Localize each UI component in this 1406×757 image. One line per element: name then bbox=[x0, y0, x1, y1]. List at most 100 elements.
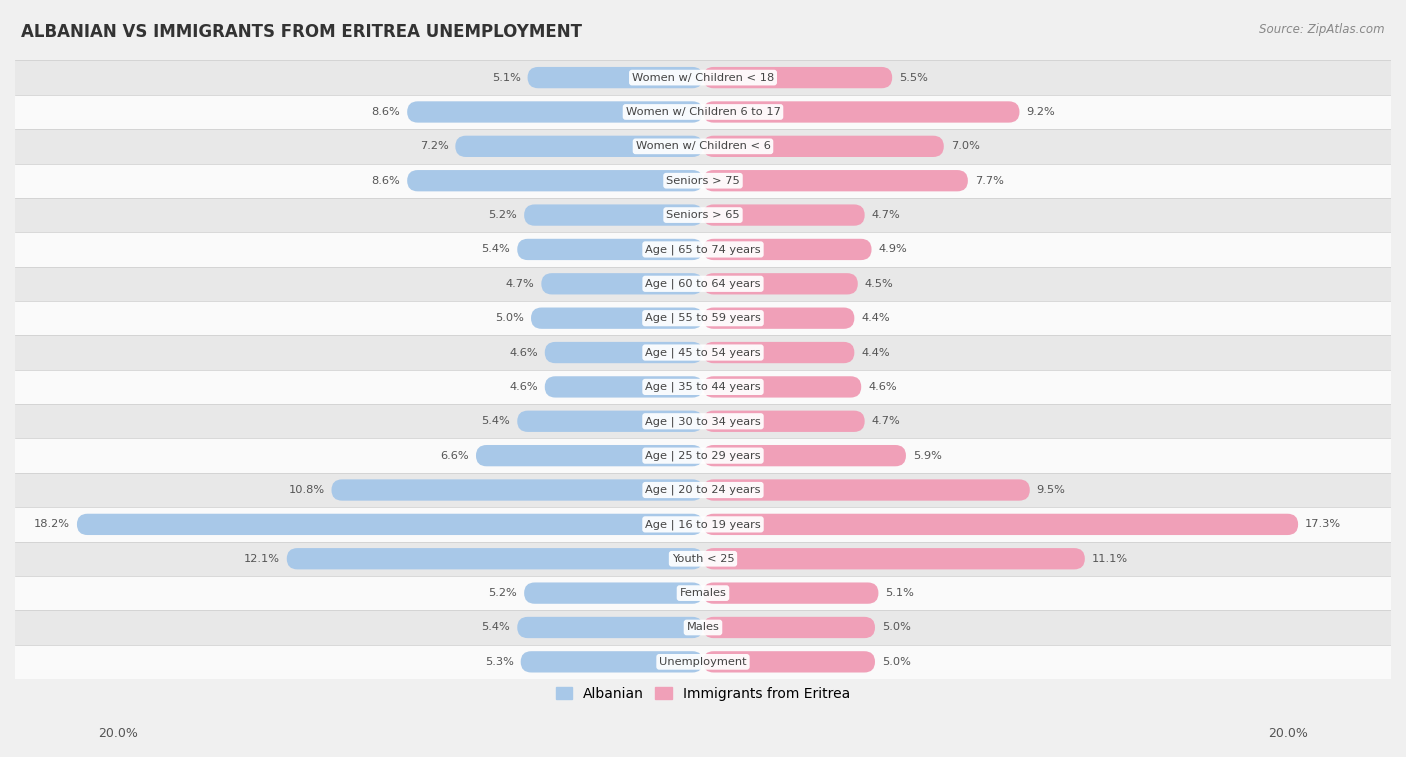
Text: 17.3%: 17.3% bbox=[1305, 519, 1341, 529]
FancyBboxPatch shape bbox=[477, 445, 703, 466]
Text: 5.4%: 5.4% bbox=[482, 245, 510, 254]
FancyBboxPatch shape bbox=[703, 342, 855, 363]
Text: 8.6%: 8.6% bbox=[371, 176, 401, 185]
Legend: Albanian, Immigrants from Eritrea: Albanian, Immigrants from Eritrea bbox=[550, 681, 856, 706]
Text: Age | 65 to 74 years: Age | 65 to 74 years bbox=[645, 245, 761, 254]
FancyBboxPatch shape bbox=[544, 376, 703, 397]
Text: Seniors > 65: Seniors > 65 bbox=[666, 210, 740, 220]
Text: Age | 30 to 34 years: Age | 30 to 34 years bbox=[645, 416, 761, 426]
Bar bbox=[15, 301, 1391, 335]
Text: Unemployment: Unemployment bbox=[659, 657, 747, 667]
FancyBboxPatch shape bbox=[408, 170, 703, 192]
Text: 5.5%: 5.5% bbox=[898, 73, 928, 83]
Text: 5.4%: 5.4% bbox=[482, 622, 510, 633]
FancyBboxPatch shape bbox=[541, 273, 703, 294]
Text: Women w/ Children < 18: Women w/ Children < 18 bbox=[631, 73, 775, 83]
Text: 4.7%: 4.7% bbox=[872, 416, 900, 426]
FancyBboxPatch shape bbox=[703, 582, 879, 604]
Bar bbox=[15, 507, 1391, 541]
Text: 5.1%: 5.1% bbox=[492, 73, 520, 83]
Text: 4.4%: 4.4% bbox=[862, 313, 890, 323]
FancyBboxPatch shape bbox=[703, 376, 862, 397]
Bar bbox=[15, 335, 1391, 369]
Text: 4.5%: 4.5% bbox=[865, 279, 893, 289]
Text: 4.7%: 4.7% bbox=[506, 279, 534, 289]
Text: 5.1%: 5.1% bbox=[886, 588, 914, 598]
FancyBboxPatch shape bbox=[703, 617, 875, 638]
Text: 7.2%: 7.2% bbox=[419, 142, 449, 151]
FancyBboxPatch shape bbox=[527, 67, 703, 89]
Text: Age | 35 to 44 years: Age | 35 to 44 years bbox=[645, 382, 761, 392]
Text: 12.1%: 12.1% bbox=[243, 554, 280, 564]
FancyBboxPatch shape bbox=[524, 582, 703, 604]
Text: 7.0%: 7.0% bbox=[950, 142, 980, 151]
Text: ALBANIAN VS IMMIGRANTS FROM ERITREA UNEMPLOYMENT: ALBANIAN VS IMMIGRANTS FROM ERITREA UNEM… bbox=[21, 23, 582, 41]
FancyBboxPatch shape bbox=[517, 238, 703, 260]
Text: 11.1%: 11.1% bbox=[1091, 554, 1128, 564]
FancyBboxPatch shape bbox=[703, 548, 1085, 569]
FancyBboxPatch shape bbox=[77, 514, 703, 535]
Text: Age | 55 to 59 years: Age | 55 to 59 years bbox=[645, 313, 761, 323]
Text: 20.0%: 20.0% bbox=[98, 727, 138, 740]
Text: 4.6%: 4.6% bbox=[868, 382, 897, 392]
Text: 5.3%: 5.3% bbox=[485, 657, 513, 667]
FancyBboxPatch shape bbox=[703, 307, 855, 329]
Bar bbox=[15, 404, 1391, 438]
Text: 4.4%: 4.4% bbox=[862, 347, 890, 357]
Text: Males: Males bbox=[686, 622, 720, 633]
Text: Age | 20 to 24 years: Age | 20 to 24 years bbox=[645, 484, 761, 495]
FancyBboxPatch shape bbox=[520, 651, 703, 672]
Text: 4.6%: 4.6% bbox=[509, 347, 538, 357]
Text: Women w/ Children 6 to 17: Women w/ Children 6 to 17 bbox=[626, 107, 780, 117]
Text: 4.9%: 4.9% bbox=[879, 245, 907, 254]
Text: 5.4%: 5.4% bbox=[482, 416, 510, 426]
Bar bbox=[15, 95, 1391, 129]
Text: Age | 60 to 64 years: Age | 60 to 64 years bbox=[645, 279, 761, 289]
Text: 5.2%: 5.2% bbox=[488, 210, 517, 220]
FancyBboxPatch shape bbox=[703, 651, 875, 672]
FancyBboxPatch shape bbox=[703, 514, 1298, 535]
Text: 5.0%: 5.0% bbox=[495, 313, 524, 323]
FancyBboxPatch shape bbox=[517, 410, 703, 432]
Text: Seniors > 75: Seniors > 75 bbox=[666, 176, 740, 185]
Text: 5.0%: 5.0% bbox=[882, 622, 911, 633]
Text: Age | 16 to 19 years: Age | 16 to 19 years bbox=[645, 519, 761, 530]
Bar bbox=[15, 266, 1391, 301]
FancyBboxPatch shape bbox=[703, 479, 1029, 500]
FancyBboxPatch shape bbox=[703, 238, 872, 260]
Text: Youth < 25: Youth < 25 bbox=[672, 554, 734, 564]
FancyBboxPatch shape bbox=[517, 617, 703, 638]
Text: Source: ZipAtlas.com: Source: ZipAtlas.com bbox=[1260, 23, 1385, 36]
Bar bbox=[15, 645, 1391, 679]
FancyBboxPatch shape bbox=[332, 479, 703, 500]
Text: 4.7%: 4.7% bbox=[872, 210, 900, 220]
FancyBboxPatch shape bbox=[408, 101, 703, 123]
Text: 5.0%: 5.0% bbox=[882, 657, 911, 667]
FancyBboxPatch shape bbox=[703, 273, 858, 294]
Text: 10.8%: 10.8% bbox=[288, 485, 325, 495]
Bar bbox=[15, 232, 1391, 266]
FancyBboxPatch shape bbox=[703, 445, 905, 466]
Text: 7.7%: 7.7% bbox=[974, 176, 1004, 185]
FancyBboxPatch shape bbox=[703, 204, 865, 226]
FancyBboxPatch shape bbox=[703, 410, 865, 432]
Text: 20.0%: 20.0% bbox=[1268, 727, 1308, 740]
Text: Age | 25 to 29 years: Age | 25 to 29 years bbox=[645, 450, 761, 461]
Text: 9.5%: 9.5% bbox=[1036, 485, 1066, 495]
Text: 18.2%: 18.2% bbox=[34, 519, 70, 529]
FancyBboxPatch shape bbox=[703, 136, 943, 157]
Text: Women w/ Children < 6: Women w/ Children < 6 bbox=[636, 142, 770, 151]
Bar bbox=[15, 369, 1391, 404]
FancyBboxPatch shape bbox=[703, 170, 967, 192]
Bar bbox=[15, 541, 1391, 576]
Bar bbox=[15, 61, 1391, 95]
FancyBboxPatch shape bbox=[524, 204, 703, 226]
Bar bbox=[15, 610, 1391, 645]
Text: 5.2%: 5.2% bbox=[488, 588, 517, 598]
FancyBboxPatch shape bbox=[456, 136, 703, 157]
Text: 8.6%: 8.6% bbox=[371, 107, 401, 117]
FancyBboxPatch shape bbox=[703, 67, 893, 89]
Bar bbox=[15, 438, 1391, 473]
FancyBboxPatch shape bbox=[703, 101, 1019, 123]
Text: 9.2%: 9.2% bbox=[1026, 107, 1054, 117]
